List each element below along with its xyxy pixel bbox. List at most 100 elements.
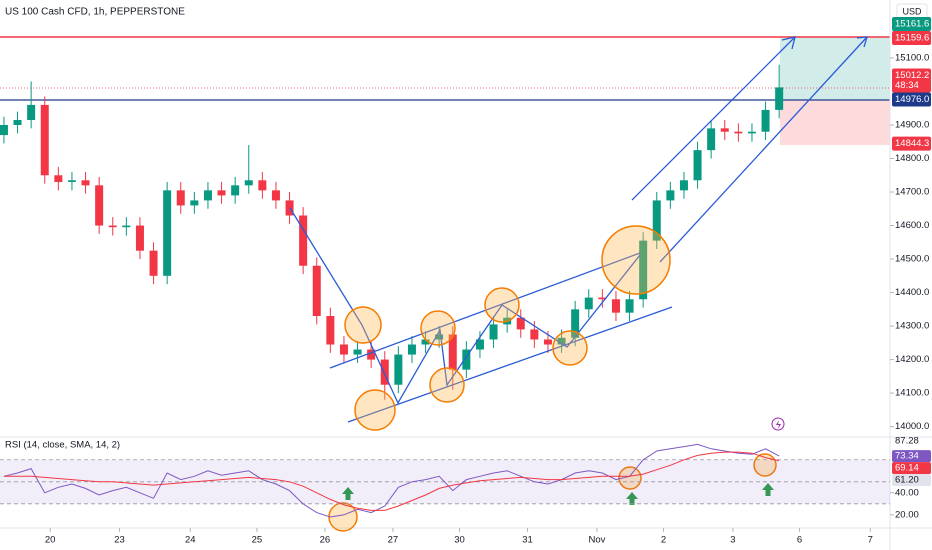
candle-body — [421, 339, 430, 345]
x-tick-label: 25 — [252, 535, 263, 546]
up-arrow — [342, 487, 354, 500]
price-badge — [892, 92, 931, 107]
up-arrow — [762, 483, 774, 496]
arrow-head — [781, 36, 796, 50]
candle-body — [40, 104, 49, 176]
x-tick-label: 31 — [522, 535, 533, 546]
candle-body — [54, 175, 63, 182]
x-tick-label: 6 — [797, 535, 802, 546]
candle-body — [516, 317, 525, 330]
candle-body — [598, 297, 607, 300]
candles — [0, 64, 784, 400]
candle-body — [81, 180, 90, 186]
candle-body — [367, 349, 376, 360]
price-badge — [892, 136, 931, 151]
price-badge-label: 15161.6 — [895, 19, 929, 30]
candle-body — [761, 109, 770, 132]
candle-body — [734, 131, 743, 134]
candle-body — [584, 297, 593, 310]
y-tick-label: 40.00 — [895, 487, 919, 498]
symbol-title: US 100 Cash CFD, 1h, PEPPERSTONE — [5, 7, 185, 18]
candle-body — [775, 87, 784, 110]
y-tick-label: 14600.0 — [895, 220, 929, 231]
arrows — [342, 483, 774, 505]
highlight-circle — [601, 225, 671, 295]
candle-body — [190, 200, 199, 206]
candle-body — [271, 190, 280, 201]
candle-body — [435, 334, 444, 340]
candle-body — [135, 225, 144, 251]
y-tick-label: 14900.0 — [895, 120, 929, 131]
candle-body — [67, 180, 76, 182]
candle-body — [203, 190, 212, 201]
y-tick-label: 14000.0 — [895, 421, 929, 432]
candle-body — [380, 359, 389, 385]
y-tick-label: 14400.0 — [895, 287, 929, 298]
candle-body — [176, 190, 185, 206]
rising-lower — [659, 36, 868, 263]
candle-body — [747, 131, 756, 134]
candle-body — [231, 185, 240, 196]
value-badge-label: 87.28 — [895, 435, 919, 446]
candle-body — [530, 329, 539, 340]
y-tick-label: 14100.0 — [895, 388, 929, 399]
y-tick-label: 14200.0 — [895, 354, 929, 365]
price-badge-label: 14844.3 — [895, 138, 929, 149]
x-tick-label: 30 — [454, 535, 465, 546]
x-tick-label: 23 — [114, 535, 125, 546]
event-icon[interactable] — [771, 417, 785, 431]
candle-body — [13, 119, 22, 126]
x-tick-label: 27 — [388, 535, 399, 546]
y-tick-label: 14700.0 — [895, 187, 929, 198]
target-zone — [780, 37, 890, 100]
candle-body — [720, 128, 729, 132]
candle-body — [639, 240, 648, 300]
candle-body — [299, 215, 308, 266]
arrow-head — [856, 36, 868, 48]
rising-upper — [631, 36, 796, 201]
price-badge — [892, 68, 931, 93]
value-badge-label: 73.34 — [895, 451, 919, 462]
currency-label: USD — [902, 6, 922, 16]
candle-body — [652, 200, 661, 241]
price-badge — [892, 17, 931, 32]
countdown-label: 48:34 — [895, 80, 919, 91]
value-badge — [892, 450, 931, 463]
candle-body — [163, 190, 172, 276]
y-tick-label: 20.00 — [895, 509, 919, 520]
up-arrow — [626, 492, 638, 505]
y-tick-label: 15100.0 — [895, 52, 929, 63]
candle-body — [571, 309, 580, 338]
y-tick-label: 14800.0 — [895, 153, 929, 164]
candle-body — [707, 128, 716, 151]
rsi-line — [3, 451, 780, 511]
candle-body — [462, 349, 471, 370]
x-tick-label: 20 — [45, 535, 56, 546]
highlight-circle — [354, 389, 396, 431]
price-badge-label: 15159.6 — [895, 33, 929, 44]
channel-lower — [347, 306, 673, 423]
candle-body — [475, 339, 484, 350]
candle-body — [666, 190, 675, 201]
candle-body — [489, 324, 498, 340]
candle-body — [122, 225, 131, 228]
highlight-circle — [344, 306, 382, 344]
value-badge-label: 61.20 — [895, 475, 919, 486]
drawings — [289, 36, 868, 423]
candle-body — [258, 180, 267, 191]
zigzag — [289, 207, 641, 405]
event-icon-bolt — [776, 420, 781, 429]
price-badge — [892, 31, 931, 46]
candle-body — [679, 180, 688, 191]
candle-body — [149, 250, 158, 276]
candle-body — [448, 334, 457, 370]
candle-body — [625, 299, 634, 313]
x-tick-label: 26 — [320, 535, 331, 546]
candle-body — [0, 125, 8, 136]
candle-body — [353, 349, 362, 355]
stop-zone — [780, 100, 890, 145]
candle-body — [407, 344, 416, 355]
candle-body — [693, 150, 702, 181]
x-tick-label: 2 — [661, 535, 666, 546]
